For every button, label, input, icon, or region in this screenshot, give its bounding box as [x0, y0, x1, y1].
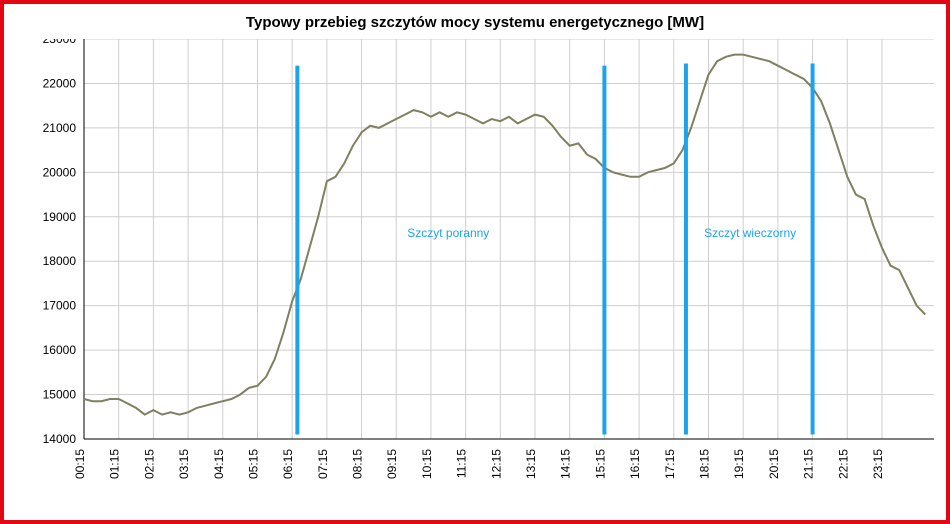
y-tick-label: 18000 [43, 254, 77, 268]
y-tick-label: 15000 [43, 388, 77, 402]
x-tick-label: 20:15 [767, 449, 781, 479]
chart-frame: Typowy przebieg szczytów mocy systemu en… [0, 0, 950, 524]
line-chart: 14000 15000 16000 17000 18000 19000 20000 21000… [4, 39, 938, 509]
x-tick-label: 00:15 [73, 449, 87, 479]
y-tick-label: 19000 [43, 210, 77, 224]
x-tick-label: 15:15 [593, 449, 607, 479]
chart-annotation: Szczyt wieczorny [704, 226, 796, 240]
x-tick-label: 12:15 [489, 449, 503, 479]
chart-annotation: Szczyt poranny [407, 226, 489, 240]
x-tick-label: 09:15 [385, 449, 399, 479]
y-tick-label: 20000 [43, 165, 77, 179]
y-tick-label: 23000 [43, 39, 77, 46]
x-tick-label: 16:15 [628, 449, 642, 479]
x-tick-label: 18:15 [697, 449, 711, 479]
x-tick-label: 23:15 [871, 449, 885, 479]
x-tick-label: 10:15 [420, 449, 434, 479]
y-tick-label: 21000 [43, 121, 77, 135]
x-tick-label: 04:15 [212, 449, 226, 479]
x-tick-label: 08:15 [351, 449, 365, 479]
x-tick-label: 17:15 [663, 449, 677, 479]
y-tick-label: 22000 [43, 76, 77, 90]
y-tick-label: 17000 [43, 299, 77, 313]
power-series-line [84, 55, 925, 415]
chart-title: Typowy przebieg szczytów mocy systemu en… [4, 4, 946, 39]
y-tick-label: 14000 [43, 432, 77, 446]
x-tick-label: 13:15 [524, 449, 538, 479]
x-tick-label: 01:15 [108, 449, 122, 479]
y-tick-label: 16000 [43, 343, 77, 357]
x-tick-label: 02:15 [142, 449, 156, 479]
x-tick-label: 21:15 [802, 449, 816, 479]
x-tick-label: 11:15 [455, 449, 469, 478]
x-tick-label: 03:15 [177, 449, 191, 479]
x-tick-label: 05:15 [246, 449, 260, 479]
x-tick-label: 19:15 [732, 449, 746, 479]
x-tick-label: 06:15 [281, 449, 295, 479]
x-tick-label: 07:15 [316, 449, 330, 479]
x-tick-label: 22:15 [836, 449, 850, 479]
x-tick-label: 14:15 [559, 449, 573, 479]
